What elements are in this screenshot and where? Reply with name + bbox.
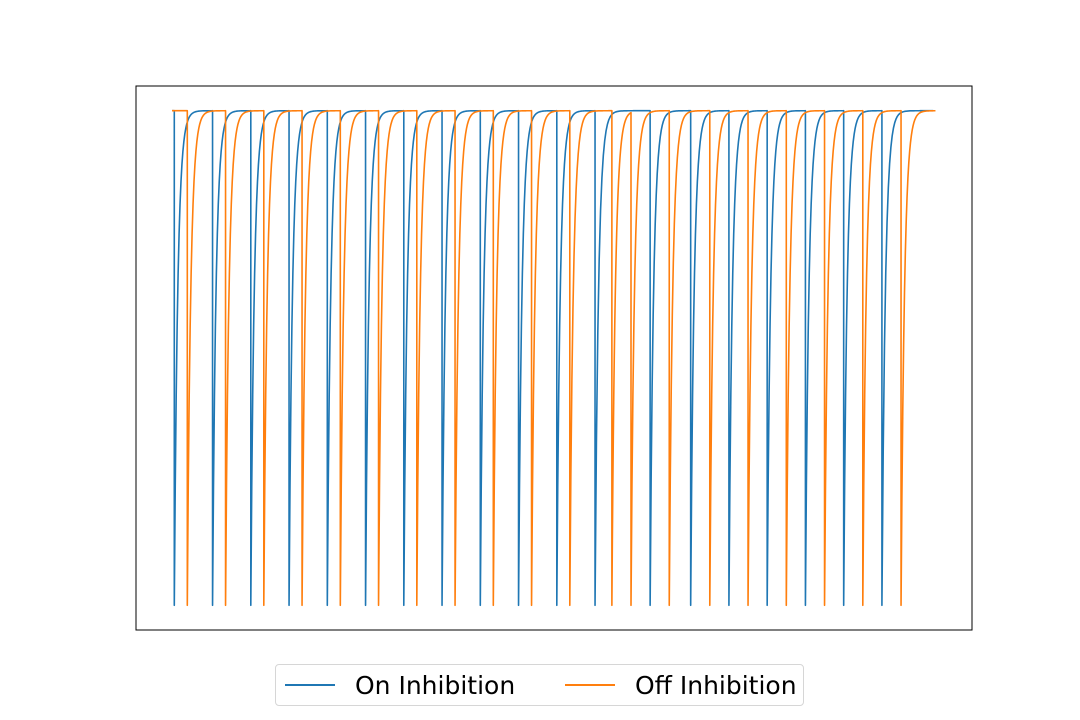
legend-swatch-on-inhibition <box>285 684 335 686</box>
legend-label-off-inhibition: Off Inhibition <box>635 670 797 700</box>
series-line-off-inhibition <box>172 109 936 607</box>
legend-entry-on-inhibition: On Inhibition <box>285 665 515 705</box>
plot-area-frame <box>135 85 973 631</box>
series-layer <box>172 109 936 607</box>
legend: On Inhibition Off Inhibition <box>275 664 804 706</box>
series-line-on-inhibition <box>172 109 934 607</box>
legend-swatch-off-inhibition <box>565 684 615 686</box>
legend-entry-off-inhibition: Off Inhibition <box>565 665 797 705</box>
legend-label-on-inhibition: On Inhibition <box>355 670 516 700</box>
